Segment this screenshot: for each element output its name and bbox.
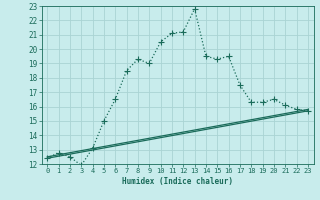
X-axis label: Humidex (Indice chaleur): Humidex (Indice chaleur) [122, 177, 233, 186]
